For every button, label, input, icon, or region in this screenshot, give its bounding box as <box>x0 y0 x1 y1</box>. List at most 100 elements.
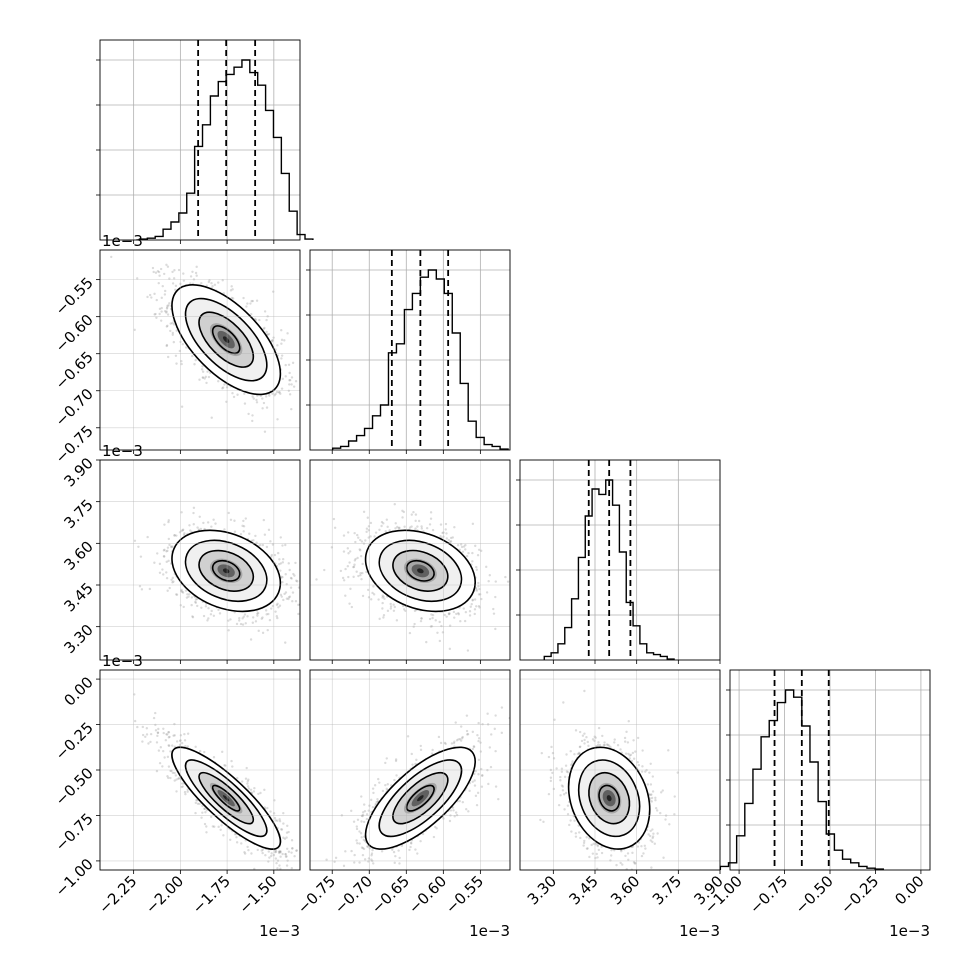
sample-point <box>154 312 157 316</box>
sample-point <box>163 555 166 558</box>
sample-point <box>284 855 288 858</box>
sample-point <box>229 289 233 292</box>
sample-point <box>287 596 291 599</box>
sample-point <box>179 734 183 737</box>
sample-point <box>186 593 189 596</box>
sample-point <box>471 522 475 526</box>
sample-point <box>168 543 171 547</box>
sample-point <box>246 615 249 618</box>
sample-point <box>370 598 373 601</box>
sample-point <box>284 375 287 378</box>
sample-point <box>286 332 289 335</box>
sample-point <box>194 601 197 604</box>
sample-point <box>169 329 172 333</box>
sample-point <box>205 381 208 385</box>
contour-line-2 <box>392 549 449 592</box>
sample-point <box>373 535 376 538</box>
sample-point <box>414 519 417 523</box>
sample-point <box>158 571 162 575</box>
sample-point <box>393 503 396 506</box>
sample-point <box>211 285 214 288</box>
sample-point <box>166 355 170 359</box>
sample-point <box>252 539 255 542</box>
sample-point <box>165 307 169 310</box>
sample-point <box>210 282 213 285</box>
sample-point <box>265 613 268 616</box>
sample-point <box>170 545 173 548</box>
sample-point <box>280 357 283 360</box>
sample-point <box>448 647 452 651</box>
sample-point <box>384 530 387 533</box>
sample-point <box>431 613 435 617</box>
sample-point <box>288 379 291 382</box>
sample-point <box>449 536 453 540</box>
sample-point <box>257 792 260 796</box>
sample-point <box>246 785 250 788</box>
sample-point <box>150 296 153 299</box>
sample-point <box>374 531 378 534</box>
sample-point <box>152 716 156 720</box>
sample-point <box>382 613 386 617</box>
sample-point <box>281 561 285 564</box>
sample-point <box>191 354 194 358</box>
sample-point <box>492 607 495 611</box>
sample-point <box>439 523 443 526</box>
sample-point <box>282 822 285 825</box>
sample-point <box>156 270 160 273</box>
sample-point <box>198 378 201 381</box>
sample-point <box>445 615 448 618</box>
panel-frame <box>99 249 301 451</box>
y-tick-label: −0.60 <box>52 311 97 356</box>
sample-point <box>480 597 483 601</box>
sample-point <box>163 523 166 526</box>
contour-panel-2-1 <box>309 459 515 664</box>
sample-point <box>291 599 294 603</box>
sample-point <box>513 582 515 584</box>
sample-point <box>355 570 358 573</box>
sample-point <box>171 545 174 548</box>
sample-point <box>287 830 290 834</box>
sample-point <box>468 610 472 613</box>
sample-point <box>155 298 158 302</box>
sample-point <box>402 608 406 611</box>
sample-point <box>381 601 384 605</box>
sample-point <box>242 296 245 300</box>
sample-point <box>168 302 171 305</box>
sample-point <box>398 526 401 530</box>
sample-point <box>361 594 365 598</box>
sample-point <box>257 629 260 633</box>
sample-point <box>159 319 163 322</box>
sample-point <box>217 380 220 383</box>
sample-point <box>182 279 186 282</box>
sample-point <box>293 574 296 577</box>
sample-point <box>168 735 171 739</box>
sample-point <box>227 511 230 515</box>
sample-point <box>356 556 359 560</box>
sample-point <box>430 613 433 616</box>
histogram-panel-1 <box>306 249 511 454</box>
sample-point <box>333 526 337 529</box>
sample-point <box>231 392 234 395</box>
sample-point <box>218 612 222 615</box>
sample-point <box>276 602 279 605</box>
sample-point <box>162 573 165 576</box>
sample-point <box>353 563 356 566</box>
sample-point <box>247 778 250 781</box>
sample-point <box>464 610 468 614</box>
sample-point <box>141 733 145 737</box>
sample-point <box>248 532 251 535</box>
sample-point <box>273 850 277 854</box>
sample-point <box>284 573 287 576</box>
sample-point <box>275 615 278 618</box>
sample-point <box>222 834 225 837</box>
sample-point <box>194 598 198 601</box>
sample-point <box>180 589 183 593</box>
sample-point <box>247 412 250 416</box>
sample-point <box>165 343 169 347</box>
sample-point <box>271 392 274 395</box>
sample-point <box>136 277 139 280</box>
sample-point <box>160 296 163 300</box>
sample-point <box>254 534 257 538</box>
sample-point <box>174 288 177 291</box>
sample-point <box>295 849 298 852</box>
